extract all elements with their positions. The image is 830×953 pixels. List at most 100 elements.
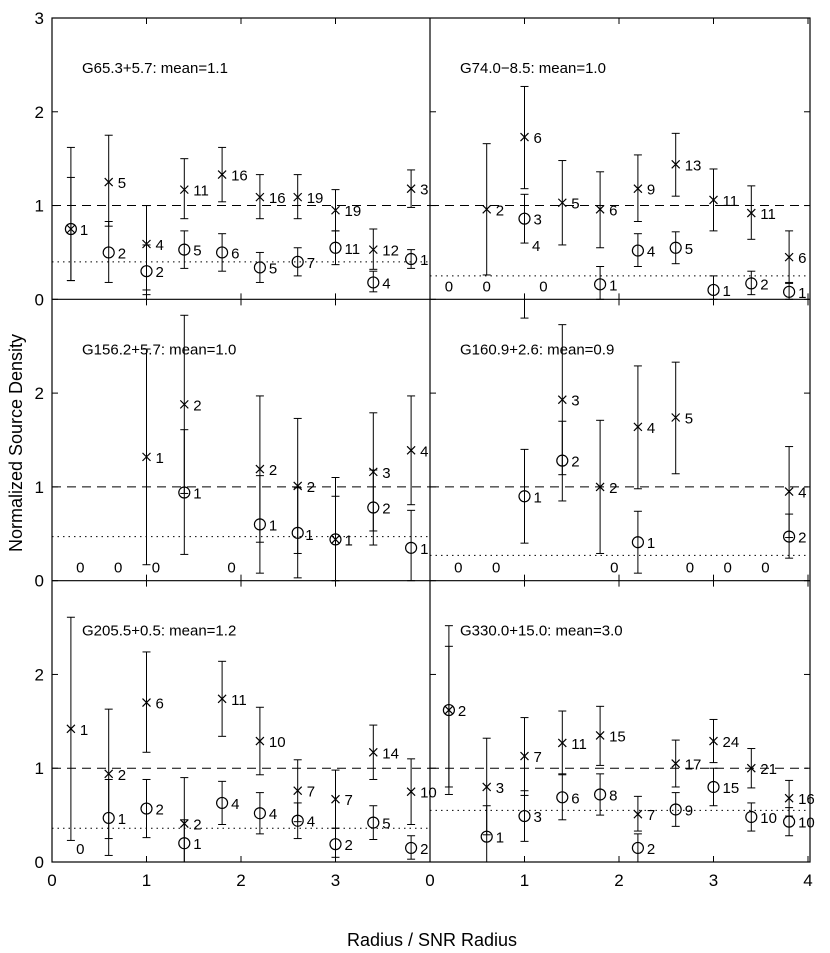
count-label: 5 <box>193 243 201 260</box>
y-tick-label: 1 <box>35 759 44 778</box>
o-marker <box>518 212 531 225</box>
x-marker <box>179 185 189 195</box>
o-marker <box>253 261 266 274</box>
x-marker <box>671 159 681 169</box>
count-label: 1 <box>305 527 313 544</box>
o-marker <box>216 796 229 810</box>
o-marker <box>442 703 455 717</box>
y-tick-label: 2 <box>35 665 44 684</box>
o-marker <box>216 246 229 259</box>
o-marker <box>253 807 266 820</box>
o-marker <box>556 791 569 804</box>
count-label: 2 <box>798 530 806 547</box>
o-marker <box>669 241 682 254</box>
count-label: 3 <box>496 780 504 797</box>
count-label: 1 <box>534 489 542 506</box>
zero-count-label: 0 <box>76 841 84 858</box>
count-label: 4 <box>307 814 315 831</box>
o-marker <box>480 830 493 843</box>
o-marker <box>178 243 191 256</box>
y-tick-label: 3 <box>35 9 44 28</box>
count-label: 1 <box>420 541 428 558</box>
o-marker <box>707 780 720 794</box>
count-label: 16 <box>231 168 248 185</box>
panel-3: G156.2+5.7: mean=1.0 1 2 2 2 1 3 4 1 1 2 1 0 0 0 0 1 <box>52 314 430 582</box>
o-marker <box>782 815 796 828</box>
zero-count-label: 0 <box>539 278 547 295</box>
x-axis-label: Radius / SNR Radius <box>347 930 517 950</box>
zero-count-label: 0 <box>761 560 769 577</box>
count-label: 2 <box>458 703 466 720</box>
x-marker <box>709 195 718 205</box>
x-tick-label-right: 1 <box>520 871 529 890</box>
count-label: 10 <box>798 815 815 832</box>
count-label: 1 <box>647 535 655 552</box>
o-marker <box>291 814 304 827</box>
x-marker <box>633 184 643 194</box>
o-marker <box>669 803 682 816</box>
o-marker <box>102 811 115 825</box>
count-label: 19 <box>307 190 324 207</box>
panel-title: G330.0+15.0: mean=3.0 <box>460 623 623 640</box>
count-label: 6 <box>798 250 806 267</box>
x-marker <box>671 413 681 422</box>
x-marker <box>557 198 567 208</box>
x-marker <box>217 694 227 704</box>
count-label: 4 <box>382 275 390 292</box>
count-label: 14 <box>382 745 399 762</box>
count-label: 7 <box>307 255 315 272</box>
x-marker <box>520 751 529 761</box>
count-label: 3 <box>534 809 542 826</box>
o-marker <box>178 486 191 499</box>
x-marker <box>482 204 492 214</box>
x-marker <box>406 445 416 455</box>
o-marker <box>631 244 645 257</box>
count-label: 1 <box>798 285 806 302</box>
count-label: 10 <box>760 810 777 827</box>
count-label: 4 <box>269 806 277 823</box>
count-label: 1 <box>723 283 731 300</box>
y-tick-label: 1 <box>35 197 44 216</box>
y-tick-label: 2 <box>35 384 44 403</box>
count-label: 1 <box>269 517 277 534</box>
count-label: 7 <box>534 749 542 766</box>
count-label: 1 <box>80 722 88 739</box>
o-marker <box>367 816 380 829</box>
count-label: 5 <box>685 410 693 427</box>
count-label: 7 <box>647 807 655 824</box>
x-marker <box>784 793 794 803</box>
o-marker <box>745 810 758 824</box>
panel-title: G156.2+5.7: mean=1.0 <box>82 341 236 358</box>
zero-count-label: 0 <box>445 278 453 295</box>
x-marker <box>293 786 303 796</box>
count-label: 11 <box>760 206 776 223</box>
count-label: 11 <box>231 692 247 709</box>
x-marker <box>784 487 794 497</box>
count-label: 2 <box>760 276 768 293</box>
zero-count-label: 0 <box>483 278 491 295</box>
x-marker <box>142 239 151 249</box>
x-marker <box>66 724 76 734</box>
count-label: 4 <box>532 238 540 255</box>
x-tick-label-right: 2 <box>614 871 623 890</box>
count-label: 3 <box>571 393 579 410</box>
zero-count-label: 0 <box>114 560 122 577</box>
count-label: 1 <box>156 450 164 467</box>
o-marker <box>518 809 531 823</box>
count-label: 12 <box>382 243 399 260</box>
x-tick-label-right: 0 <box>425 871 434 890</box>
y-tick-label: 0 <box>35 853 44 872</box>
count-label: 6 <box>609 202 617 219</box>
x-marker <box>633 422 643 432</box>
x-marker <box>746 763 756 773</box>
zero-count-label: 0 <box>492 560 500 577</box>
panel-title: G205.5+0.5: mean=1.2 <box>82 623 236 640</box>
count-label: 11 <box>723 193 739 210</box>
x-tick-label-right: 3 <box>709 871 718 890</box>
count-label: 5 <box>382 816 390 833</box>
count-label: 2 <box>156 264 164 281</box>
axes-labels-group: Normalized Source Density Radius / SNR R… <box>6 334 517 950</box>
x-marker <box>331 794 340 804</box>
o-marker <box>556 454 569 467</box>
